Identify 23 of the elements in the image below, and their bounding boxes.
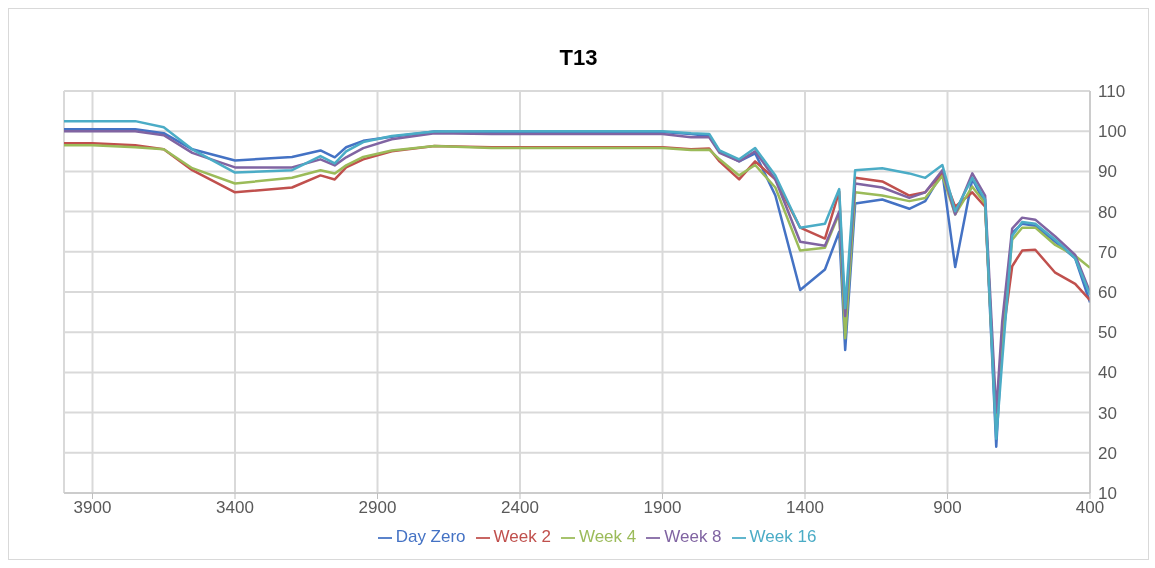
legend-label: Week 16 (749, 527, 817, 546)
y-tick-label: 80 (1098, 202, 1117, 222)
y-tick-label: 50 (1098, 323, 1117, 343)
x-tick-label: 1400 (786, 498, 824, 518)
chart-title: T13 (558, 44, 599, 72)
y-tick-label: 70 (1098, 242, 1117, 262)
x-tick-label: 3400 (216, 498, 254, 518)
x-tick-label: 2900 (358, 498, 397, 518)
legend-label: Week 2 (493, 527, 551, 546)
legend-label: Week 8 (664, 527, 722, 546)
x-tick-label: 2400 (501, 498, 539, 518)
legend-label: Day Zero (395, 527, 466, 546)
y-tick-label: 40 (1098, 363, 1117, 383)
x-tick-label: 1900 (643, 498, 682, 518)
x-tick-label: 900 (933, 498, 962, 518)
y-tick-label: 30 (1098, 403, 1117, 423)
y-tick-label: 100 (1098, 122, 1127, 142)
y-tick-label: 20 (1098, 443, 1117, 463)
legend-label: Week 4 (578, 527, 637, 546)
y-tick-label: 110 (1098, 82, 1126, 102)
y-tick-label: 90 (1098, 162, 1117, 182)
x-tick-label: 3900 (73, 498, 112, 518)
y-tick-label: 60 (1098, 283, 1117, 303)
